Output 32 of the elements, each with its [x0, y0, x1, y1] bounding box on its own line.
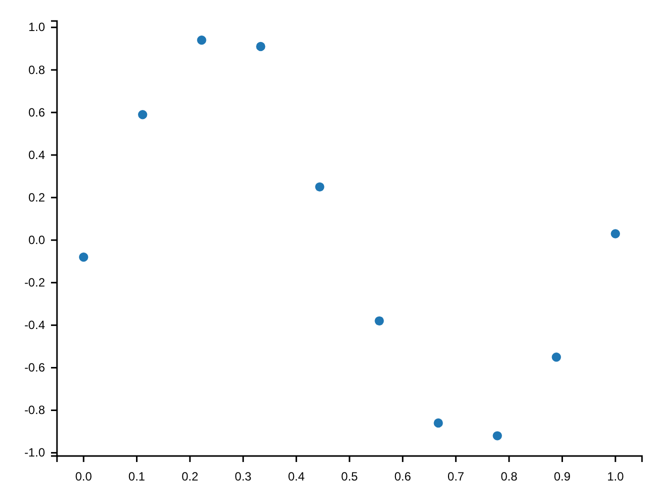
y-tick-label: 1.0 — [28, 20, 46, 34]
point — [374, 316, 384, 326]
x-tick-label: 1.0 — [607, 470, 624, 484]
x-tick-label: 0.7 — [448, 470, 465, 484]
x-tick-label: 0.2 — [182, 470, 199, 484]
y-tick-label: -0.6 — [24, 360, 46, 375]
y-tick-label: 0.0 — [28, 232, 46, 247]
point — [138, 110, 148, 120]
y-tick-label: 0.8 — [28, 62, 46, 77]
point — [315, 182, 324, 192]
x-tick-label: 0.1 — [128, 470, 146, 484]
x-tick-label: 0.5 — [341, 470, 358, 484]
y-tick-label: -0.4 — [24, 318, 46, 332]
point — [434, 418, 443, 428]
x-tick-label: 0.4 — [288, 470, 305, 484]
x-tick-label: 0.8 — [500, 470, 518, 484]
y-tick-label: -0.8 — [24, 403, 46, 418]
point — [197, 36, 206, 45]
y-tick-label: 0.6 — [28, 105, 46, 120]
y-tick-label: 0.4 — [28, 148, 46, 162]
point — [78, 252, 88, 262]
y-tick-label: 0.2 — [28, 190, 46, 204]
point — [552, 352, 561, 362]
y-tick-label: -1.0 — [24, 446, 46, 460]
point — [256, 42, 266, 52]
x-tick-label: 0.0 — [75, 470, 92, 484]
x-tick-label: 0.9 — [554, 470, 571, 484]
point — [492, 431, 502, 440]
y-tick-label: -0.2 — [24, 275, 46, 290]
x-tick-label: 0.6 — [394, 470, 412, 484]
point — [610, 229, 620, 238]
x-tick-label: 0.3 — [234, 470, 252, 484]
